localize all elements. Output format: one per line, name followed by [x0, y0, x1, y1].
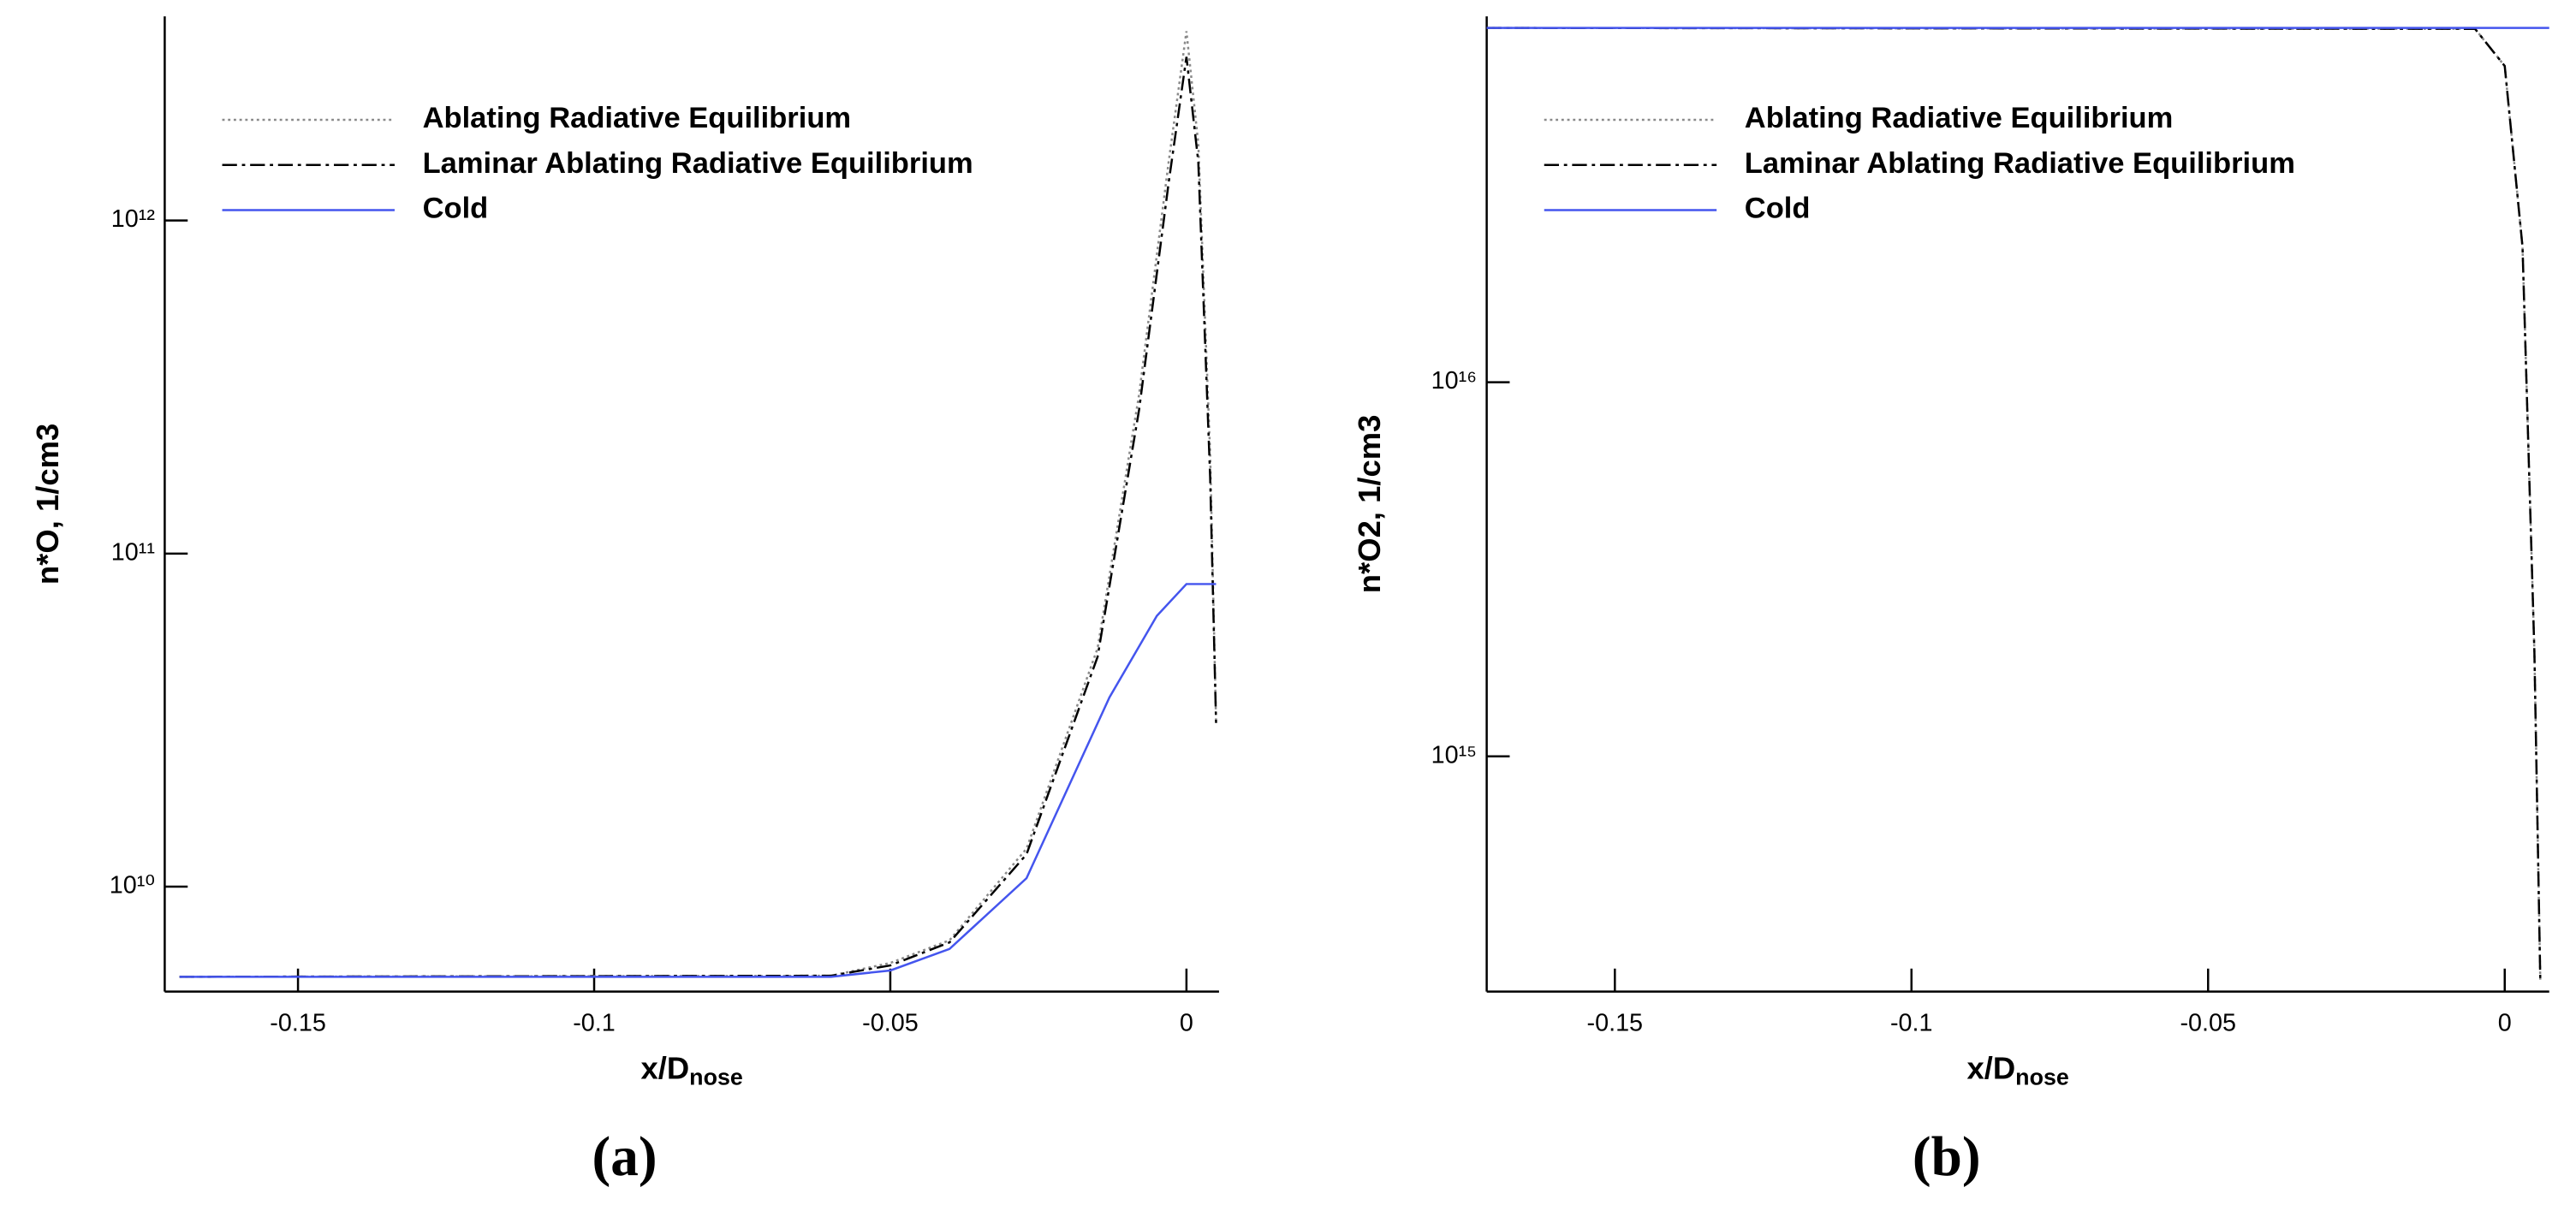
legend-label: Ablating Radiative Equilibrium	[1745, 102, 2174, 134]
y-tick-label: 10¹⁶	[1431, 367, 1477, 395]
y-tick-label: 10¹²	[111, 205, 156, 233]
x-axis-label-sub: nose	[2015, 1064, 2069, 1089]
series-line	[179, 56, 1217, 978]
x-tick-label: 0	[1180, 1010, 1193, 1037]
x-axis-label-sub: nose	[689, 1064, 743, 1089]
x-tick-label: -0.15	[270, 1010, 326, 1037]
series-line	[179, 583, 1217, 978]
x-axis-label: x/Dnose	[640, 1050, 742, 1089]
x-axis-label-main: x/D	[640, 1050, 689, 1085]
y-axis-label: n*O, 1/cm3	[30, 424, 65, 585]
legend-label: Laminar Ablating Radiative Equilibrium	[423, 147, 973, 180]
series-line	[179, 31, 1217, 978]
legend-label: Ablating Radiative Equilibrium	[423, 102, 852, 134]
y-tick-label: 10¹⁰	[110, 872, 155, 899]
x-tick-label: 0	[2498, 1010, 2512, 1037]
legend-label: Cold	[1745, 193, 1811, 225]
x-axis-label: x/Dnose	[1966, 1050, 2068, 1089]
x-tick-label: -0.05	[862, 1010, 919, 1037]
x-tick-label: -0.05	[2180, 1010, 2236, 1037]
x-tick-label: -0.1	[573, 1010, 616, 1037]
x-tick-label: -0.1	[1890, 1010, 1933, 1037]
legend-label: Laminar Ablating Radiative Equilibrium	[1745, 147, 2295, 180]
y-axis-label: n*O2, 1/cm3	[1352, 415, 1387, 594]
panel-label: (a)	[592, 1126, 657, 1188]
panel-label: (b)	[1913, 1126, 1981, 1188]
y-tick-label: 10¹⁵	[1431, 741, 1478, 769]
x-tick-label: -0.15	[1587, 1010, 1644, 1037]
legend-label: Cold	[423, 193, 489, 225]
y-tick-label: 10¹¹	[111, 538, 155, 566]
x-axis-label-main: x/D	[1966, 1050, 2015, 1085]
